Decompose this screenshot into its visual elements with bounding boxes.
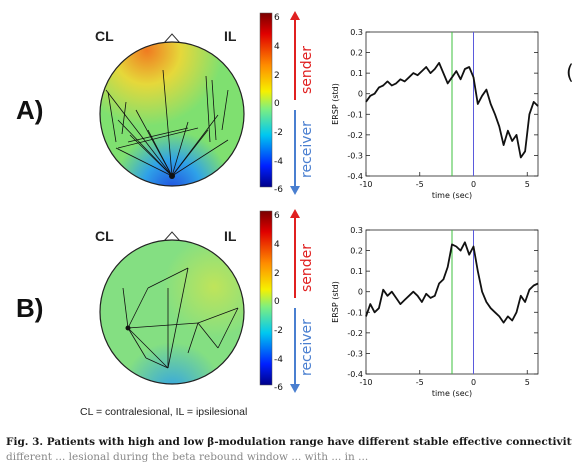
ipsilesional-label: IL	[224, 228, 237, 244]
contralesional-label: CL	[95, 228, 114, 244]
y-tick-label: -0.4	[347, 370, 363, 379]
colorbar: 6 4 2 0 -2 -4 -6 sender receiver	[259, 209, 315, 393]
colorbar-tick: -4	[274, 355, 283, 365]
colorbar-tick: -2	[274, 128, 283, 138]
colorbar-tick: -4	[274, 157, 283, 167]
y-tick-label: -0.1	[347, 110, 363, 119]
x-tick-label: 5	[525, 378, 530, 387]
y-tick-label: 0.3	[350, 226, 363, 235]
colorbar-tick: 2	[274, 71, 280, 81]
receiver-label: receiver	[299, 319, 315, 376]
y-tick-label: -0.1	[347, 308, 363, 317]
colorbar-tick: 4	[274, 240, 280, 250]
x-tick-label: -10	[359, 378, 372, 387]
x-tick-label: -5	[416, 378, 424, 387]
colorbar-tick: 4	[274, 42, 280, 52]
scalp-connectivity-map	[99, 231, 245, 385]
y-tick-label: 0.2	[350, 247, 363, 256]
y-tick-label: 0.2	[350, 49, 363, 58]
x-axis-label: time (sec)	[432, 389, 472, 398]
colorbar-tick: 0	[274, 99, 280, 109]
sender-label: sender	[299, 244, 315, 292]
y-tick-label: -0.4	[347, 172, 363, 181]
y-tick-label: 0.3	[350, 28, 363, 37]
x-tick-label: 0	[471, 378, 476, 387]
y-axis-label: ERSP (std)	[331, 83, 340, 125]
y-tick-label: 0.1	[350, 267, 363, 276]
y-tick-label: 0	[358, 288, 363, 297]
y-tick-label: -0.3	[347, 151, 363, 160]
sender-label: sender	[299, 46, 315, 94]
figure-caption-continuation: different ... lesional during the beta r…	[6, 451, 369, 463]
colorbar-tick: -6	[274, 185, 283, 195]
cropped-glyph: (	[566, 60, 572, 84]
panel-label-b: B)	[16, 293, 44, 323]
colorbar-tick: -6	[274, 383, 283, 393]
x-tick-label: 0	[471, 180, 476, 189]
x-tick-label: -5	[416, 180, 424, 189]
x-tick-label: -10	[359, 180, 372, 189]
colorbar-tick: 2	[274, 269, 280, 279]
colorbar: 6 4 2 0 -2 -4 -6 sender receiver	[259, 11, 315, 195]
y-tick-label: -0.3	[347, 349, 363, 358]
x-axis-label: time (sec)	[432, 191, 472, 200]
abbreviation-note: CL = contralesional, IL = ipsilesional	[80, 406, 248, 418]
colorbar-tick: 6	[274, 211, 280, 221]
colorbar-tick: 6	[274, 13, 280, 23]
y-axis-label: ERSP (std)	[331, 281, 340, 323]
scalp-connectivity-map	[99, 33, 245, 187]
panel-label-a: A)	[16, 95, 44, 125]
y-tick-label: -0.2	[347, 329, 363, 338]
y-tick-label: -0.2	[347, 131, 363, 140]
colorbar-tick: 0	[274, 297, 280, 307]
y-tick-label: 0.1	[350, 69, 363, 78]
ersp-series-line	[365, 62, 539, 159]
ersp-chart: 0.3 0.2 0.1 0 -0.1 -0.2 -0.3 -0.4-10 -5 0 5 time (s…	[331, 226, 539, 398]
ersp-chart: 0.3 0.2 0.1 0 -0.1 -0.2 -0.3 -0.4-10 -5 0 5 time (s…	[331, 28, 539, 200]
colorbar-tick: -2	[274, 326, 283, 336]
figure-caption: Fig. 3. Patients with high and low β-mod…	[6, 436, 572, 448]
receiver-label: receiver	[299, 121, 315, 178]
contralesional-label: CL	[95, 28, 114, 44]
ipsilesional-label: IL	[224, 28, 237, 44]
x-tick-label: 5	[525, 180, 530, 189]
ersp-series-line	[365, 241, 539, 324]
y-tick-label: 0	[358, 90, 363, 99]
